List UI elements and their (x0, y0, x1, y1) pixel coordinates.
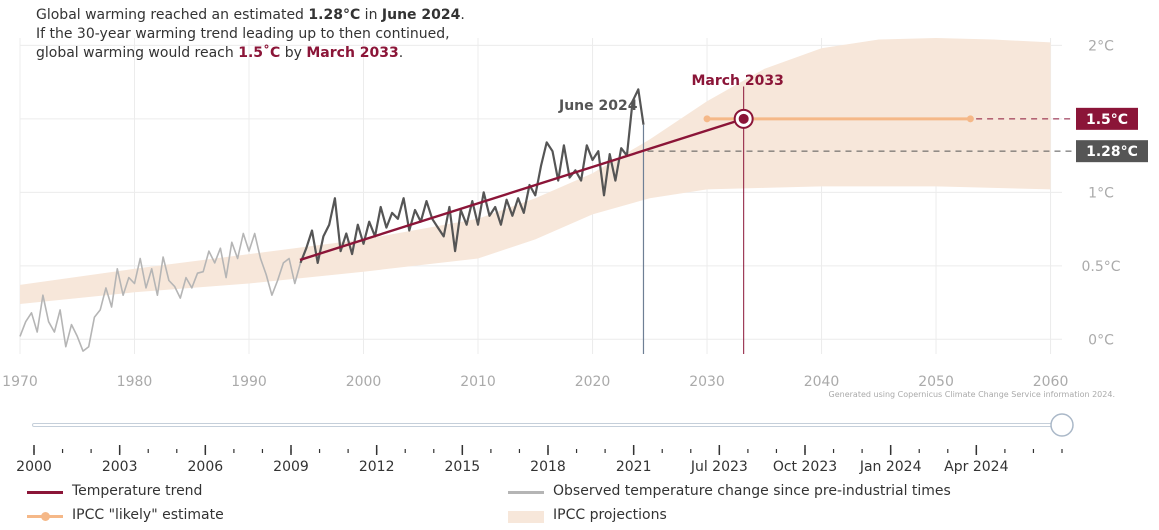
slider-tick-label: 2021 (616, 459, 652, 475)
x-tick-label: 1990 (231, 374, 267, 390)
legend-label: IPCC projections (553, 507, 667, 523)
data-credit: Generated using Copernicus Climate Chang… (828, 390, 1115, 399)
summary-text: global warming would reach (36, 45, 239, 61)
slider-tick-label: 2000 (16, 459, 52, 475)
slider-handle[interactable] (1050, 413, 1074, 437)
summary-current-value: 1.28°C (308, 7, 361, 23)
x-tick-label: 1970 (2, 374, 38, 390)
x-tick-label: 2050 (918, 374, 954, 390)
ipcc-likely-start-dot (703, 115, 711, 123)
y-tick-label: 0°C (1088, 332, 1114, 348)
legend-swatch-trend (27, 491, 63, 494)
current-date-annotation: June 2024 (558, 98, 638, 114)
timeline-slider[interactable]: 2000 2003 2006 2009 2012 2015 2018 2021 Jul 2023… (16, 413, 1074, 475)
ipcc-likely-end-dot (966, 115, 974, 123)
slider-tick-label: Jan 2024 (859, 459, 922, 475)
ipcc-projection-band (20, 38, 1051, 304)
summary-text: . (460, 7, 465, 23)
slider-tick-label: 2003 (102, 459, 138, 475)
temperature-trend-line (299, 117, 745, 262)
x-tick-label: 2000 (346, 374, 382, 390)
summary-target-date: March 2033 (306, 45, 399, 61)
slider-tick-label: 2006 (188, 459, 224, 475)
summary-text: . (398, 45, 404, 61)
slider-tick-label: 2012 (359, 459, 395, 475)
target-level-badge-box (1076, 107, 1138, 130)
slider-tick-label: 2015 (445, 459, 481, 475)
chart-summary: Global warming reached an estimated 1.28… (36, 6, 556, 63)
observed-series-recent (299, 88, 645, 264)
target-level-badge: 1.5°C (1076, 107, 1138, 130)
target-level-badge-text: 1.5°C (1086, 112, 1128, 128)
x-tick-label: 2010 (460, 374, 496, 390)
slider-tick-label: 2018 (530, 459, 566, 475)
x-axis: 1970 1980 1990 2000 2010 2020 2030 2040 2050 2060 (2, 374, 1068, 390)
current-level-badge: 1.28°C (1076, 140, 1148, 163)
summary-text: by (280, 45, 307, 61)
y-tick-label: 0.5°C (1081, 259, 1120, 275)
summary-text: Global warming reached an estimated (36, 7, 309, 23)
current-level-badge-text: 1.28°C (1086, 144, 1138, 160)
legend-dot-icon (41, 512, 50, 521)
y-tick-label: 1°C (1088, 185, 1114, 201)
legend-swatch-band (508, 511, 544, 523)
summary-line-3: global warming would reach 1.5˚C by Marc… (36, 44, 556, 63)
y-tick-label: 2°C (1088, 38, 1114, 54)
slider-tick-label: Oct 2023 (773, 459, 837, 475)
current-level-badge-box (1076, 140, 1148, 163)
slider-tick-label: 2009 (273, 459, 309, 475)
observed-series-early (19, 232, 302, 352)
legend-swatch-observed (508, 491, 544, 494)
x-tick-label: 1980 (117, 374, 153, 390)
legend-label: IPCC "likely" estimate (72, 507, 224, 523)
legend-label: Observed temperature change since pre-in… (553, 483, 951, 499)
target-crossing-dot (738, 113, 749, 124)
slider-ticks: 2000 2003 2006 2009 2012 2015 2018 2021 Jul 2023… (16, 445, 1063, 475)
x-tick-label: 2030 (689, 374, 725, 390)
summary-line-2: If the 30-year warming trend leading up … (36, 26, 450, 42)
target-date-annotation: March 2033 (691, 73, 783, 89)
summary-text: in (360, 7, 382, 23)
slider-tick-label: Jul 2023 (690, 459, 748, 475)
x-tick-label: 2020 (575, 374, 611, 390)
x-tick-label: 2040 (804, 374, 840, 390)
legend-label: Temperature trend (72, 483, 203, 499)
summary-current-date: June 2024 (381, 7, 461, 23)
summary-line-1: Global warming reached an estimated 1.28… (36, 6, 556, 25)
x-tick-label: 2060 (1033, 374, 1069, 390)
slider-tick-label: Apr 2024 (944, 459, 1008, 475)
summary-target-value: 1.5˚C (238, 45, 281, 61)
